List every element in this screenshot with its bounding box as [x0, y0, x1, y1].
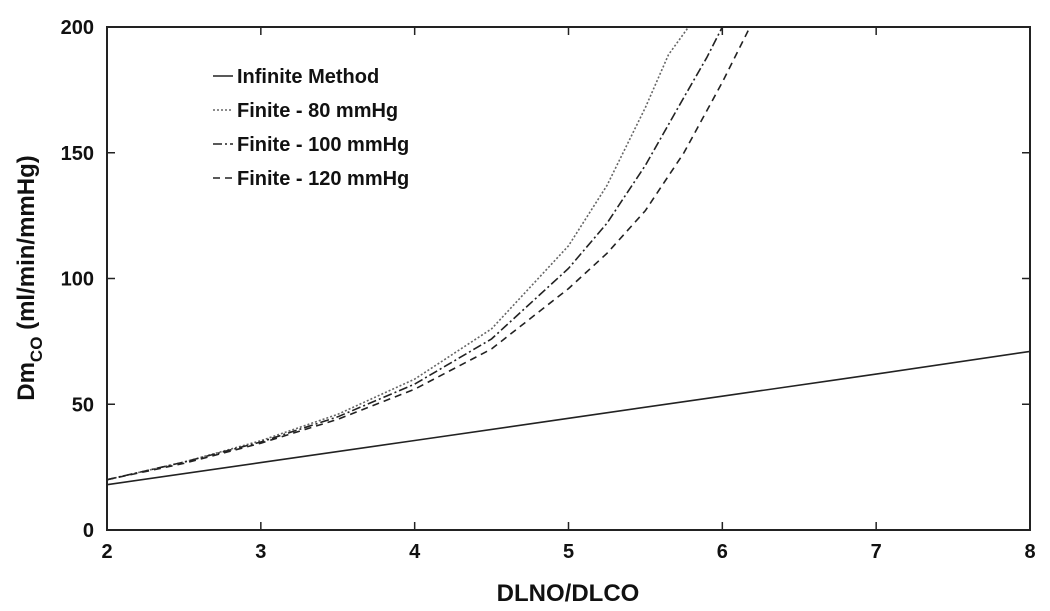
legend-label-2: Finite - 100 mmHg [237, 134, 409, 156]
series-line-1 [106, 26, 690, 481]
x-tick-label: 8 [1024, 541, 1035, 563]
y-ticks: 0 50 100 150 200 [61, 17, 1030, 542]
y-tick-label: 50 [72, 394, 94, 416]
legend-label-0: Infinite Method [237, 66, 379, 88]
y-axis-label-main: Dm [13, 362, 40, 401]
legend-label-1: Finite - 80 mmHg [237, 100, 398, 122]
y-tick-label: 100 [61, 269, 94, 291]
legend-label-3: Finite - 120 mmHg [237, 168, 409, 190]
legend: Infinite Method Finite - 80 mmHg Finite - … [213, 66, 409, 190]
series-line-0 [106, 350, 1031, 486]
y-axis-label-tail: (ml/min/mmHg) [13, 155, 40, 336]
series-layer [106, 26, 1031, 486]
series-line-3 [106, 26, 751, 481]
series-line-2 [106, 26, 724, 481]
x-tick-label: 3 [255, 541, 266, 563]
x-tick-label: 2 [101, 541, 112, 563]
y-tick-label: 200 [61, 17, 94, 39]
x-tick-label: 5 [563, 541, 574, 563]
x-tick-label: 6 [717, 541, 728, 563]
y-axis-label: DmCO (ml/min/mmHg) [13, 155, 46, 401]
x-axis-label: DLNO/DLCO [497, 580, 640, 607]
x-ticks: 2 3 4 5 6 7 8 [101, 27, 1036, 563]
y-axis-label-sub: CO [27, 337, 46, 363]
y-tick-label: 0 [83, 520, 94, 542]
y-tick-label: 150 [61, 143, 94, 165]
x-tick-label: 4 [409, 541, 421, 563]
x-tick-label: 7 [871, 541, 882, 563]
